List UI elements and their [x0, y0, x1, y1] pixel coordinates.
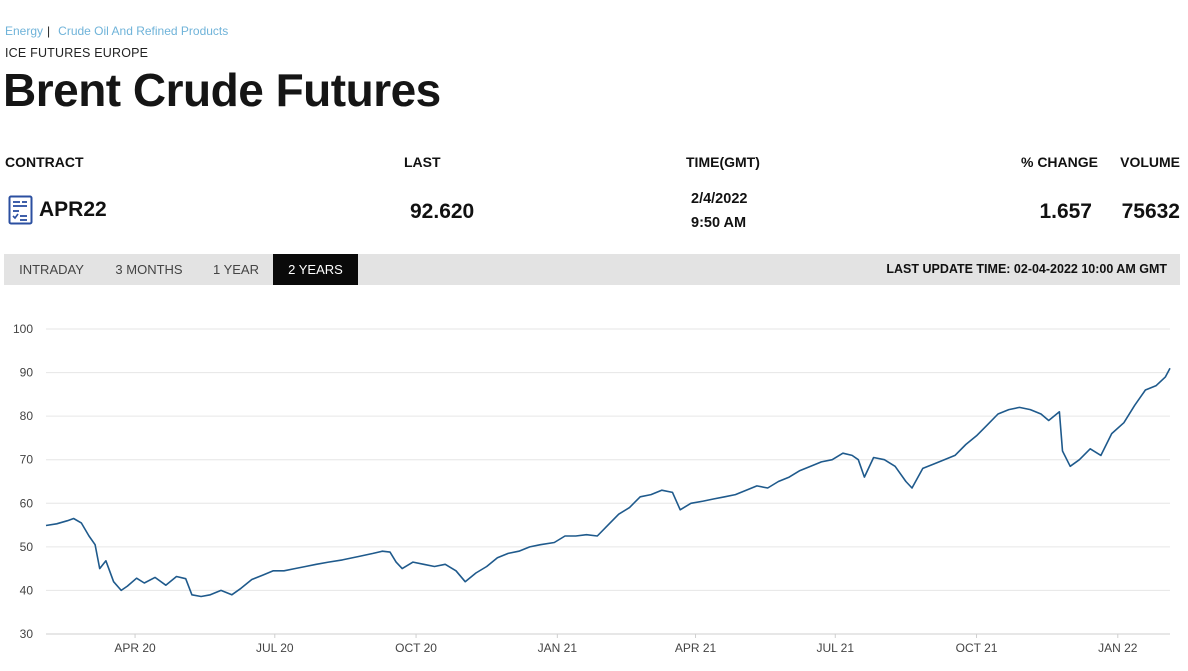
contract-cell[interactable]: APR22	[8, 195, 107, 225]
exchange-label: ICE FUTURES EUROPE	[5, 46, 149, 60]
last-price: 92.620	[410, 200, 475, 223]
x-tick-label: OCT 20	[395, 641, 437, 655]
breadcrumb: Energy | Crude Oil And Refined Products	[5, 24, 228, 38]
header-time: TIME(GMT)	[686, 154, 760, 170]
y-tick-label: 90	[20, 366, 34, 380]
trade-date: 2/4/2022	[691, 191, 748, 207]
price-chart: 100 90 80 70 60 50 40 30 APR 20 JUL 20 OCT 20 JAN …	[13, 322, 1171, 655]
x-tick-label: JUL 20	[256, 641, 294, 655]
volume-value: 75632	[1121, 200, 1180, 223]
x-tick-label: JAN 21	[538, 641, 578, 655]
y-tick-label: 50	[20, 540, 34, 554]
last-update-time: LAST UPDATE TIME: 02-04-2022 10:00 AM GM…	[886, 262, 1167, 276]
y-tick-label: 30	[20, 627, 34, 641]
tab-3-months[interactable]: 3 MONTHS	[115, 262, 183, 277]
y-tick-label: 100	[13, 322, 33, 336]
price-series-line	[45, 367, 1171, 598]
y-tick-label: 40	[20, 583, 34, 597]
y-tick-label: 60	[20, 496, 34, 510]
header-last: LAST	[404, 154, 441, 170]
breadcrumb-separator: |	[47, 24, 51, 38]
y-tick-label: 80	[20, 409, 34, 423]
trade-time: 9:50 AM	[691, 215, 747, 231]
pct-change-value: 1.657	[1039, 200, 1092, 223]
x-axis: APR 20 JUL 20 OCT 20 JAN 21 APR 21 JUL 21 OCT …	[114, 634, 1138, 655]
header-volume: VOLUME	[1120, 154, 1180, 170]
x-tick-label: APR 21	[675, 641, 717, 655]
grid-lines	[46, 328, 1170, 635]
y-axis: 100 90 80 70 60 50 40 30	[13, 322, 33, 641]
x-tick-label: OCT 21	[956, 641, 998, 655]
header-contract: CONTRACT	[5, 154, 84, 170]
contract-code[interactable]: APR22	[39, 198, 107, 221]
tab-intraday[interactable]: INTRADAY	[19, 262, 84, 277]
x-tick-label: JUL 21	[816, 641, 854, 655]
x-tick-label: APR 20	[114, 641, 156, 655]
breadcrumb-link-category[interactable]: Crude Oil And Refined Products	[58, 24, 229, 38]
page-title: Brent Crude Futures	[3, 64, 441, 116]
tab-1-year[interactable]: 1 YEAR	[212, 262, 259, 277]
y-tick-label: 70	[20, 453, 34, 467]
tab-2-years[interactable]: 2 YEARS	[273, 254, 358, 285]
breadcrumb-link-sector[interactable]: Energy	[5, 24, 44, 38]
x-tick-label: JAN 22	[1098, 641, 1138, 655]
header-pct-change: % CHANGE	[1020, 154, 1098, 170]
range-tab-bar: INTRADAY 3 MONTHS 1 YEAR 2 YEARS LAST UP…	[4, 254, 1180, 285]
contract-spec-icon	[8, 195, 33, 225]
